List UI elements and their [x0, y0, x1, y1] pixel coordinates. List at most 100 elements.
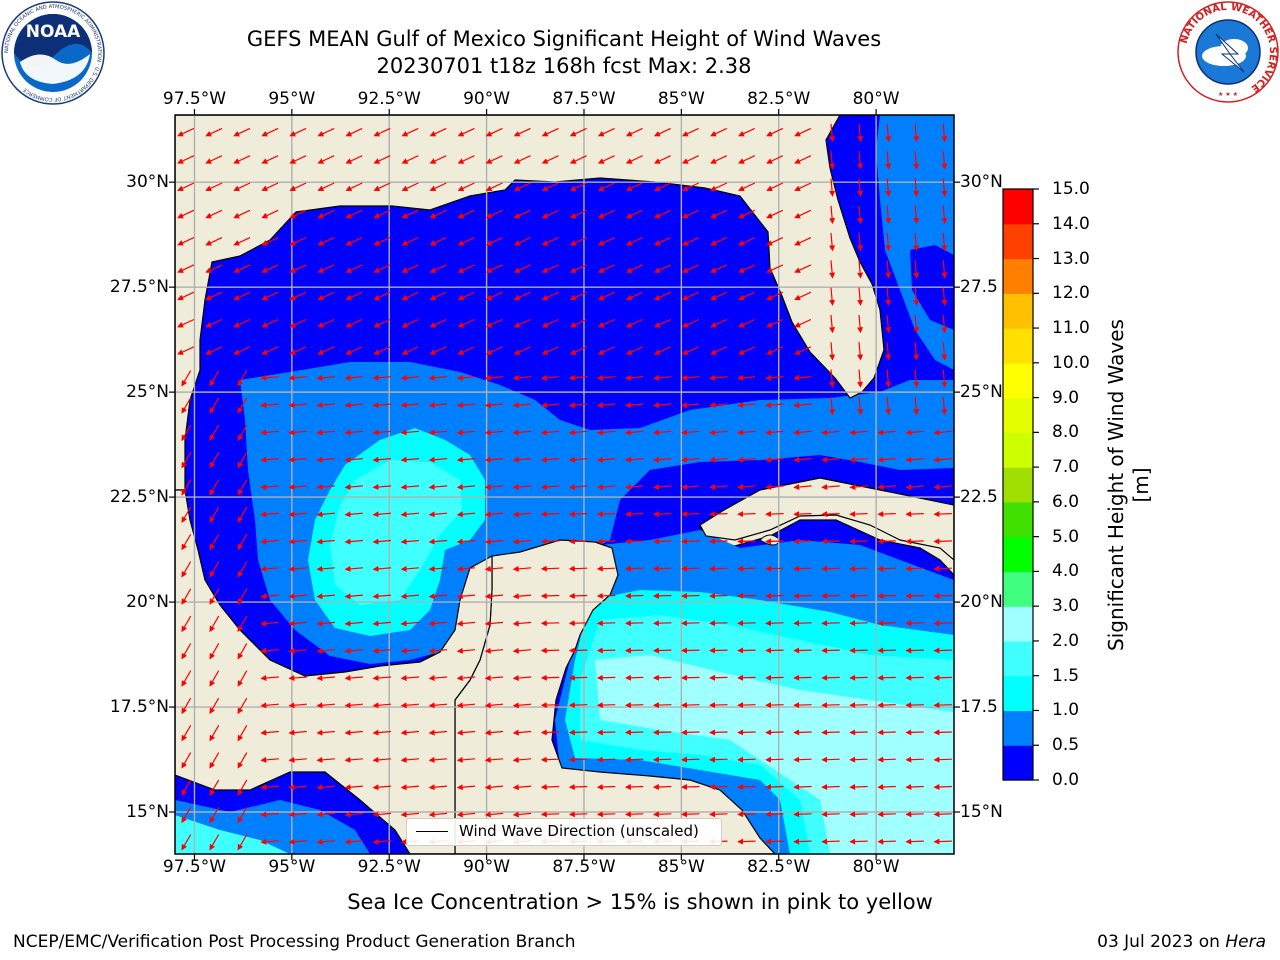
wind-wave-arrow: [289, 264, 307, 273]
wind-wave-arrow: [316, 402, 335, 409]
wind-wave-arrow: [345, 318, 363, 328]
wind-wave-arrow: [540, 592, 560, 599]
wind-wave-arrow: [209, 806, 220, 824]
wind-wave-arrow: [821, 702, 840, 709]
wind-wave-arrow: [233, 237, 251, 246]
wind-wave-arrow: [181, 479, 192, 496]
wind-wave-arrow: [793, 374, 812, 381]
wind-wave-arrow: [857, 178, 864, 197]
wind-wave-arrow: [372, 647, 392, 654]
wind-wave-arrow: [885, 232, 892, 252]
wind-wave-arrow: [596, 565, 616, 572]
wind-wave-arrow: [568, 756, 588, 763]
wind-wave-arrow: [237, 452, 248, 469]
wind-wave-arrow: [233, 291, 251, 301]
wind-wave-arrow: [821, 838, 840, 845]
lon-tick-label: 92.5°W: [357, 89, 421, 109]
wind-wave-arrow: [793, 620, 812, 627]
wind-wave-arrow: [260, 374, 279, 381]
wind-wave-arrow: [456, 647, 476, 654]
wind-wave-arrow: [457, 318, 475, 328]
wind-wave-arrow: [288, 811, 307, 818]
wind-wave-arrow: [933, 538, 952, 545]
wind-wave-arrow: [793, 429, 812, 436]
wind-wave-arrow: [737, 647, 756, 654]
wind-wave-arrow: [345, 209, 363, 219]
wind-wave-arrow: [849, 429, 868, 436]
colorbar-tick-label: 9.0: [1052, 387, 1080, 408]
wind-wave-arrow: [289, 291, 307, 301]
wind-wave-arrow: [345, 155, 363, 164]
wind-wave-arrow: [401, 209, 419, 219]
wind-wave-arrow: [596, 756, 616, 763]
wind-wave-arrow: [905, 674, 924, 681]
wind-wave-arrow: [653, 374, 672, 381]
colorbar-segment: [1003, 745, 1033, 781]
wind-wave-arrow: [209, 397, 220, 414]
wind-wave-arrow: [597, 127, 615, 137]
wind-wave-arrow: [209, 588, 220, 605]
wind-wave-arrow: [429, 155, 447, 164]
wind-wave-arrow: [829, 314, 836, 334]
wind-wave-arrow: [316, 784, 335, 791]
wind-wave-arrow: [485, 155, 503, 164]
wind-wave-arrow: [710, 318, 728, 328]
lat-tick-label: 30°N: [126, 172, 169, 193]
wind-wave-arrow: [829, 232, 836, 252]
wind-wave-arrow: [288, 538, 307, 545]
wind-wave-arrow: [260, 565, 279, 572]
wind-wave-arrow: [344, 647, 363, 654]
wind-wave-arrow: [849, 511, 868, 518]
wind-wave-arrow: [652, 783, 672, 790]
wind-wave-arrow: [652, 511, 672, 518]
wind-wave-arrow: [849, 647, 868, 654]
wind-wave-arrow: [205, 209, 223, 219]
wind-wave-arrow: [485, 318, 503, 328]
wind-wave-arrow: [821, 783, 840, 790]
wind-wave-arrow: [709, 811, 728, 818]
wind-wave-arrow: [344, 675, 363, 682]
wind-wave-arrow: [261, 318, 279, 328]
wind-wave-arrow: [933, 811, 952, 818]
wind-wave-arrow: [765, 702, 784, 709]
wind-wave-arrow: [400, 374, 420, 381]
wind-wave-arrow: [513, 346, 531, 355]
wind-wave-arrow: [737, 838, 756, 845]
wind-wave-arrow: [484, 374, 504, 381]
wind-wave-arrow: [829, 178, 836, 197]
wind-wave-arrow: [512, 402, 532, 409]
colorbar-tick-label: 13.0: [1052, 248, 1090, 269]
colorbar-tick-label: 8.0: [1052, 422, 1080, 443]
wind-wave-arrow: [933, 429, 952, 436]
wind-wave-arrow: [653, 318, 671, 328]
wind-wave-arrow: [485, 291, 503, 301]
wind-wave-arrow: [849, 811, 868, 818]
wind-wave-arrow: [681, 729, 700, 736]
wind-wave-arrow: [597, 264, 615, 273]
legend: Wind Wave Direction (unscaled): [406, 818, 722, 846]
wind-wave-arrow: [260, 647, 279, 654]
wind-wave-arrow: [233, 182, 251, 192]
wind-wave-arrow: [681, 456, 700, 463]
wind-wave-arrow: [849, 456, 868, 463]
wind-wave-arrow: [289, 182, 307, 192]
wind-wave-arrow: [794, 155, 812, 164]
wind-wave-arrow: [181, 670, 192, 687]
wind-wave-arrow: [710, 264, 728, 273]
nws-logo: NATIONAL WEATHER SERVICE ★ ★ ★: [1177, 1, 1279, 103]
wind-wave-arrow: [793, 756, 812, 763]
wind-wave-arrow: [260, 429, 279, 436]
wind-wave-arrow: [209, 670, 220, 687]
lat-tick-label: 22.5°N: [109, 487, 169, 508]
wind-wave-arrow: [709, 374, 728, 381]
wind-wave-arrow: [289, 346, 307, 355]
wind-wave-arrow: [372, 429, 392, 436]
wind-wave-arrow: [428, 593, 448, 600]
wind-wave-arrow: [540, 565, 560, 572]
wind-wave-arrow: [710, 346, 728, 355]
wind-wave-arrow: [344, 402, 363, 409]
wind-wave-arrow: [793, 811, 812, 818]
wind-wave-arrow: [260, 484, 279, 490]
wind-wave-arrow: [905, 702, 924, 709]
wind-wave-arrow: [765, 729, 784, 736]
